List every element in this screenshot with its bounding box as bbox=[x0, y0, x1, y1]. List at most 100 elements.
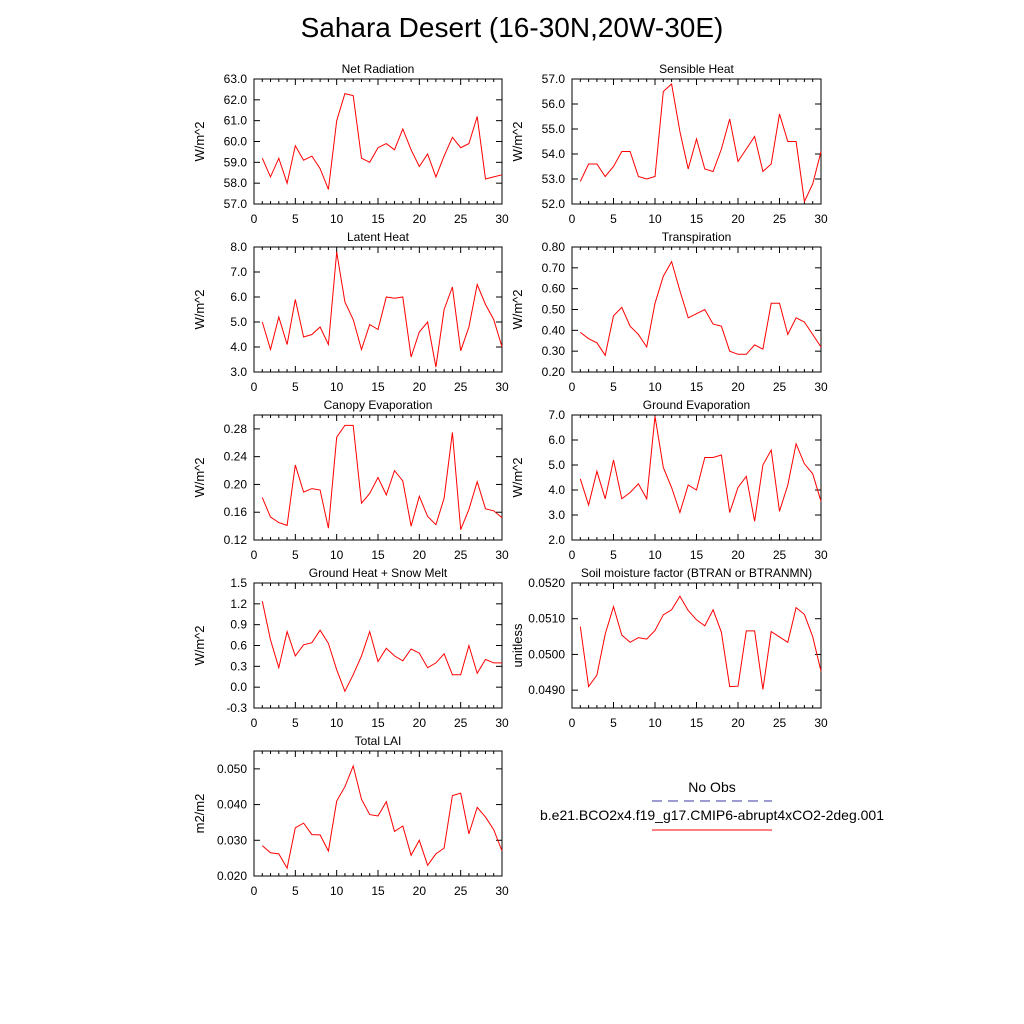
x-tick-label: 10 bbox=[330, 884, 344, 898]
y-tick-label: 0.020 bbox=[217, 869, 247, 883]
series-line bbox=[261, 600, 502, 693]
panel-title: Latent Heat bbox=[347, 230, 410, 244]
y-tick-label: 52.0 bbox=[542, 197, 566, 211]
plot-frame bbox=[253, 78, 503, 205]
series-line bbox=[579, 83, 822, 204]
x-tick-label: 15 bbox=[690, 380, 704, 394]
y-tick-label: 0.80 bbox=[542, 240, 566, 254]
y-tick-label: 0.050 bbox=[217, 762, 247, 776]
y-tick-label: 4.0 bbox=[548, 483, 565, 497]
x-tick-label: 20 bbox=[731, 380, 745, 394]
x-tick-label: 0 bbox=[569, 380, 576, 394]
legend: No Obs b.e21.BCO2x4.f19_g17.CMIP6-abrupt4… bbox=[540, 779, 884, 831]
x-tick-label: 30 bbox=[495, 548, 509, 562]
x-tick-label: 25 bbox=[773, 212, 787, 226]
chart-panel: Sensible Heat 0 5 10 15 20 25 30 52.0 53.0 54.0 55.… bbox=[510, 62, 828, 226]
x-tick-label: 5 bbox=[292, 716, 299, 730]
x-tick-label: 5 bbox=[292, 548, 299, 562]
page-title: Sahara Desert (16-30N,20W-30E) bbox=[300, 12, 724, 43]
y-axis-label: W/m^2 bbox=[510, 121, 525, 161]
x-tick-label: 5 bbox=[610, 716, 617, 730]
y-tick-label: 2.0 bbox=[548, 533, 565, 547]
y-tick-label: 0.3 bbox=[230, 659, 247, 673]
chart-panel: Total LAI 0 5 10 15 20 25 30 0.020 0.030 0.040 0.05… bbox=[192, 734, 509, 898]
x-tick-label: 30 bbox=[814, 716, 828, 730]
x-tick-label: 25 bbox=[454, 380, 468, 394]
chart-panel: Latent Heat 0 5 10 15 20 25 30 3.0 4.0 5.0 6.0 7.0 8.… bbox=[192, 230, 509, 394]
panel-title: Ground Evaporation bbox=[643, 398, 750, 412]
x-tick-label: 5 bbox=[610, 212, 617, 226]
legend-obs-label: No Obs bbox=[688, 779, 735, 795]
chart-panel: Transpiration 0 5 10 15 20 25 30 0.20 0.30 0.40 0.5… bbox=[510, 230, 828, 394]
y-axis-label: unitless bbox=[510, 623, 525, 668]
y-tick-label: 0.12 bbox=[224, 533, 248, 547]
plot-frame bbox=[571, 582, 822, 709]
x-tick-label: 5 bbox=[292, 884, 299, 898]
y-tick-label: 4.0 bbox=[230, 340, 247, 354]
series-line bbox=[261, 764, 503, 870]
y-axis-label: W/m^2 bbox=[510, 457, 525, 497]
series-line bbox=[579, 260, 822, 357]
x-tick-label: 10 bbox=[648, 380, 662, 394]
y-tick-label: 5.0 bbox=[230, 315, 247, 329]
series-line bbox=[261, 92, 503, 190]
y-tick-label: 0.28 bbox=[224, 422, 248, 436]
y-tick-label: 61.0 bbox=[224, 114, 248, 128]
x-tick-label: 0 bbox=[569, 548, 576, 562]
y-tick-label: 57.0 bbox=[542, 72, 566, 86]
x-tick-label: 0 bbox=[251, 212, 258, 226]
y-tick-label: 59.0 bbox=[224, 155, 248, 169]
panel-title: Soil moisture factor (BTRAN or BTRANMN) bbox=[581, 566, 812, 580]
y-axis-label: W/m^2 bbox=[192, 625, 207, 665]
chart-panel: Soil moisture factor (BTRAN or BTRANMN) 0… bbox=[510, 566, 828, 730]
x-tick-label: 10 bbox=[648, 212, 662, 226]
x-tick-label: 25 bbox=[454, 548, 468, 562]
x-tick-label: 25 bbox=[773, 716, 787, 730]
y-tick-label: -0.3 bbox=[226, 701, 247, 715]
x-tick-label: 0 bbox=[251, 548, 258, 562]
x-tick-label: 10 bbox=[330, 380, 344, 394]
y-tick-label: 0.030 bbox=[217, 833, 247, 847]
plot-frame bbox=[571, 246, 822, 373]
x-tick-label: 25 bbox=[454, 212, 468, 226]
y-tick-label: 0.6 bbox=[230, 639, 247, 653]
y-tick-label: 0.0520 bbox=[528, 576, 565, 590]
y-tick-label: 7.0 bbox=[230, 265, 247, 279]
x-tick-label: 0 bbox=[569, 212, 576, 226]
x-tick-label: 10 bbox=[330, 716, 344, 730]
y-tick-label: 55.0 bbox=[542, 122, 566, 136]
x-tick-label: 15 bbox=[371, 884, 385, 898]
x-tick-label: 5 bbox=[610, 380, 617, 394]
x-tick-label: 30 bbox=[495, 380, 509, 394]
y-tick-label: 1.5 bbox=[230, 576, 247, 590]
x-tick-label: 5 bbox=[292, 380, 299, 394]
y-tick-label: 0.0510 bbox=[528, 612, 565, 626]
x-tick-label: 0 bbox=[251, 884, 258, 898]
x-tick-label: 20 bbox=[413, 548, 427, 562]
y-tick-label: 56.0 bbox=[542, 97, 566, 111]
panel-title: Canopy Evaporation bbox=[324, 398, 433, 412]
y-tick-label: 53.0 bbox=[542, 172, 566, 186]
y-tick-label: 0.16 bbox=[224, 505, 248, 519]
x-tick-label: 25 bbox=[454, 884, 468, 898]
x-tick-label: 20 bbox=[731, 716, 745, 730]
x-tick-label: 5 bbox=[292, 212, 299, 226]
y-tick-label: 0.30 bbox=[542, 344, 566, 358]
x-tick-label: 30 bbox=[814, 212, 828, 226]
y-tick-label: 62.0 bbox=[224, 93, 248, 107]
series-line bbox=[579, 416, 822, 522]
panel-title: Ground Heat + Snow Melt bbox=[309, 566, 448, 580]
x-tick-label: 25 bbox=[454, 716, 468, 730]
y-tick-label: 6.0 bbox=[548, 433, 565, 447]
y-tick-label: 0.0490 bbox=[528, 683, 565, 697]
x-tick-label: 20 bbox=[413, 884, 427, 898]
x-tick-label: 5 bbox=[610, 548, 617, 562]
y-axis-label: m2/m2 bbox=[192, 794, 207, 834]
y-tick-label: 0.9 bbox=[230, 618, 247, 632]
chart-panel: Canopy Evaporation 0 5 10 15 20 25 30 0.12 0.16 0.… bbox=[192, 398, 509, 562]
y-tick-label: 8.0 bbox=[230, 240, 247, 254]
x-tick-label: 25 bbox=[773, 548, 787, 562]
x-tick-label: 20 bbox=[413, 380, 427, 394]
y-tick-label: 60.0 bbox=[224, 135, 248, 149]
y-tick-label: 0.0 bbox=[230, 680, 247, 694]
